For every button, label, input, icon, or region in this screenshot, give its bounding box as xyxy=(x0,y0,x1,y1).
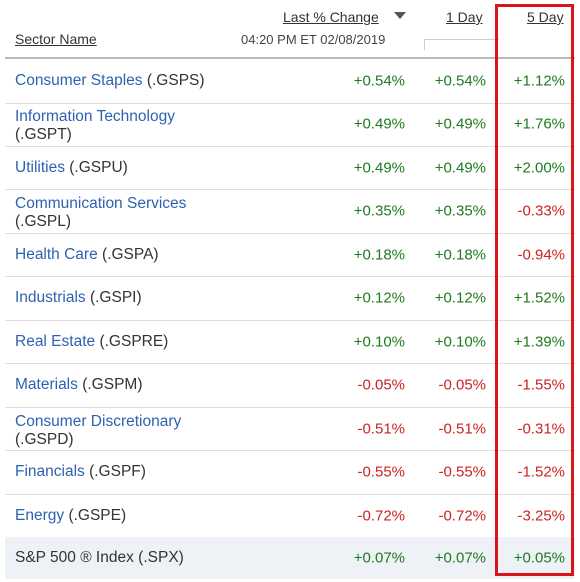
header-rule xyxy=(5,57,575,59)
sector-name[interactable]: Consumer Discretionary xyxy=(15,413,182,430)
table-row: Utilities (.GSPU) +0.49% +0.49% +2.00% xyxy=(5,146,575,190)
sector-name[interactable]: Consumer Staples xyxy=(15,72,143,89)
sector-name[interactable]: Energy xyxy=(15,506,65,524)
last-change-value: +0.18% xyxy=(353,246,405,263)
table-row: Real Estate (.GSPRE) +0.10% +0.10% +1.39% xyxy=(5,320,575,364)
sector-link[interactable]: Financials (.GSPF) xyxy=(15,463,146,481)
index-total-row: S&P 500 ® Index (.SPX) +0.07% +0.07% +0.05% xyxy=(5,537,575,579)
table-row: Energy (.GSPE) -0.72% -0.72% -3.25% xyxy=(5,494,575,538)
last-change-value: +0.35% xyxy=(353,202,405,220)
one-day-value: -0.05% xyxy=(438,376,486,394)
sector-link[interactable]: Energy (.GSPE) xyxy=(15,507,126,525)
five-day-value: -0.94% xyxy=(517,246,565,263)
five-day-value: -0.33% xyxy=(517,202,565,220)
last-change-value: +0.54% xyxy=(353,72,405,90)
five-day-value: +1.76% xyxy=(513,115,565,133)
sector-link[interactable]: S&P 500 ® Index (.SPX) xyxy=(15,549,184,567)
table-row: Communication Services (.GSPL) +0.35% +0.35… xyxy=(5,189,575,234)
sector-link[interactable]: Industrials (.GSPI) xyxy=(15,289,142,307)
sector-ticker: (.GSPA) xyxy=(102,245,159,263)
one-day-value: +0.18% xyxy=(434,246,486,263)
five-day-value: +1.52% xyxy=(513,289,565,307)
one-day-value: +0.07% xyxy=(434,549,486,567)
table-row: Financials (.GSPF) -0.55% -0.55% -1.52% xyxy=(5,450,575,495)
last-change-value: +0.49% xyxy=(353,159,405,176)
sector-link[interactable]: Consumer Discretionary (.GSPD) xyxy=(15,413,181,449)
last-change-value: +0.49% xyxy=(353,115,405,133)
table-row: Consumer Staples (.GSPS) +0.54% +0.54% +1.1… xyxy=(5,59,575,104)
table-header: Sector Name Last % Change 04:20 PM ET 02… xyxy=(0,0,580,59)
one-day-value: +0.12% xyxy=(434,289,486,307)
sector-ticker: (.GSPS) xyxy=(146,72,205,89)
one-day-value: -0.72% xyxy=(438,507,486,524)
sector-name[interactable]: Industrials xyxy=(15,289,86,306)
last-change-value: -0.55% xyxy=(357,463,405,481)
sector-ticker: (.GSPM) xyxy=(82,376,143,393)
one-day-value: +0.10% xyxy=(434,333,486,350)
sector-ticker: (.GSPE) xyxy=(68,506,127,524)
table-row: Industrials (.GSPI) +0.12% +0.12% +1.52% xyxy=(5,276,575,321)
five-day-value: +1.39% xyxy=(513,333,565,350)
sector-link[interactable]: Health Care (.GSPA) xyxy=(15,246,159,264)
sector-ticker: (.GSPRE) xyxy=(99,332,169,350)
one-day-value: +0.35% xyxy=(434,202,486,220)
five-day-value: +1.12% xyxy=(513,72,565,90)
sector-link[interactable]: Real Estate (.GSPRE) xyxy=(15,333,168,351)
sector-name[interactable]: Communication Services xyxy=(15,195,187,212)
sort-last-change-link[interactable]: Last % Change xyxy=(283,9,379,25)
one-day-value: +0.49% xyxy=(434,115,486,133)
one-day-value: -0.55% xyxy=(438,463,486,481)
sector-name[interactable]: Information Technology xyxy=(15,108,175,125)
sector-ticker: (.GSPL) xyxy=(15,213,71,230)
sector-name[interactable]: Real Estate xyxy=(15,332,96,350)
sort-5-day-link[interactable]: 5 Day xyxy=(527,9,564,25)
last-change-value: -0.05% xyxy=(357,376,405,394)
table-row: Consumer Discretionary (.GSPD) -0.51% -0.51… xyxy=(5,407,575,451)
last-change-value: +0.07% xyxy=(353,549,405,567)
five-day-value: +2.00% xyxy=(513,159,565,176)
five-day-value: -1.52% xyxy=(517,463,565,481)
sort-sector-name-link[interactable]: Sector Name xyxy=(15,31,97,47)
sector-name[interactable]: Health Care xyxy=(15,245,98,263)
table-row: Materials (.GSPM) -0.05% -0.05% -1.55% xyxy=(5,363,575,408)
five-day-value: +0.05% xyxy=(513,549,565,567)
sector-ticker: (.GSPF) xyxy=(89,463,146,480)
last-change-value: -0.51% xyxy=(357,420,405,437)
sector-name[interactable]: Utilities xyxy=(15,158,65,176)
five-day-highlight-box xyxy=(495,4,574,576)
last-change-value: -0.72% xyxy=(357,507,405,524)
sector-name[interactable]: Materials xyxy=(15,376,78,393)
sector-link[interactable]: Materials (.GSPM) xyxy=(15,376,142,394)
five-day-value: -1.55% xyxy=(517,376,565,394)
timestamp: 04:20 PM ET 02/08/2019 xyxy=(241,32,386,47)
last-change-value: +0.12% xyxy=(353,289,405,307)
sector-name[interactable]: Financials xyxy=(15,463,85,480)
sector-link[interactable]: Consumer Staples (.GSPS) xyxy=(15,72,205,90)
sort-1-day-link[interactable]: 1 Day xyxy=(446,9,483,25)
sector-ticker: (.GSPD) xyxy=(15,431,74,448)
one-day-value: +0.54% xyxy=(434,72,486,90)
five-day-value: -3.25% xyxy=(517,507,565,524)
sector-ticker: (.GSPI) xyxy=(89,289,142,306)
sort-descending-icon[interactable] xyxy=(394,12,406,19)
sector-ticker: (.GSPT) xyxy=(15,126,72,143)
five-day-value: -0.31% xyxy=(517,420,565,437)
one-day-value: +0.49% xyxy=(434,159,486,176)
sector-link[interactable]: Communication Services (.GSPL) xyxy=(15,195,186,231)
sector-ticker: (.GSPU) xyxy=(69,158,128,176)
sector-ticker: (.SPX) xyxy=(138,549,184,566)
sector-link[interactable]: Utilities (.GSPU) xyxy=(15,159,128,177)
header-divider xyxy=(424,39,499,50)
table-row: Health Care (.GSPA) +0.18% +0.18% -0.94% xyxy=(5,233,575,277)
sector-link[interactable]: Information Technology (.GSPT) xyxy=(15,108,175,144)
table-row: Information Technology (.GSPT) +0.49% +0.49… xyxy=(5,102,575,147)
last-change-value: +0.10% xyxy=(353,333,405,350)
sector-name[interactable]: S&P 500 ® Index xyxy=(15,549,134,566)
one-day-value: -0.51% xyxy=(438,420,486,437)
